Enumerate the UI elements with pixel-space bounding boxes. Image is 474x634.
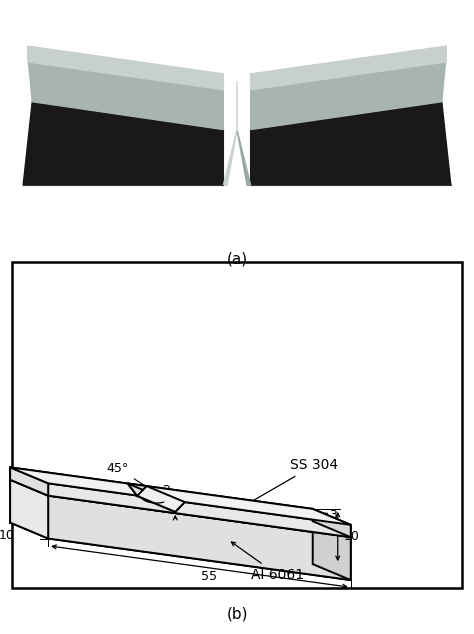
Text: (b): (b) <box>226 606 248 621</box>
Polygon shape <box>251 54 447 129</box>
Polygon shape <box>10 467 48 496</box>
Text: (a): (a) <box>227 251 247 266</box>
Polygon shape <box>10 480 351 537</box>
Text: 10: 10 <box>0 529 14 542</box>
Polygon shape <box>10 467 313 521</box>
Text: 45°: 45° <box>107 462 163 497</box>
Polygon shape <box>251 46 447 90</box>
Text: 2: 2 <box>162 484 170 497</box>
Polygon shape <box>313 509 351 537</box>
Polygon shape <box>48 483 351 537</box>
Polygon shape <box>137 486 185 512</box>
Text: 3: 3 <box>329 508 337 522</box>
Polygon shape <box>166 500 185 512</box>
Polygon shape <box>10 467 351 525</box>
Text: Al 6061: Al 6061 <box>231 542 304 581</box>
Polygon shape <box>251 101 451 185</box>
Polygon shape <box>23 101 223 185</box>
Polygon shape <box>128 484 175 512</box>
Polygon shape <box>223 129 237 185</box>
Polygon shape <box>27 46 223 90</box>
Polygon shape <box>10 480 313 564</box>
Text: 10: 10 <box>343 530 359 543</box>
Polygon shape <box>10 522 351 580</box>
Polygon shape <box>128 484 147 496</box>
Polygon shape <box>48 496 351 580</box>
Text: SS 304: SS 304 <box>246 458 338 505</box>
Polygon shape <box>10 480 48 538</box>
Polygon shape <box>27 54 223 129</box>
Polygon shape <box>313 521 351 580</box>
Text: 55: 55 <box>201 570 217 583</box>
Polygon shape <box>237 129 251 185</box>
